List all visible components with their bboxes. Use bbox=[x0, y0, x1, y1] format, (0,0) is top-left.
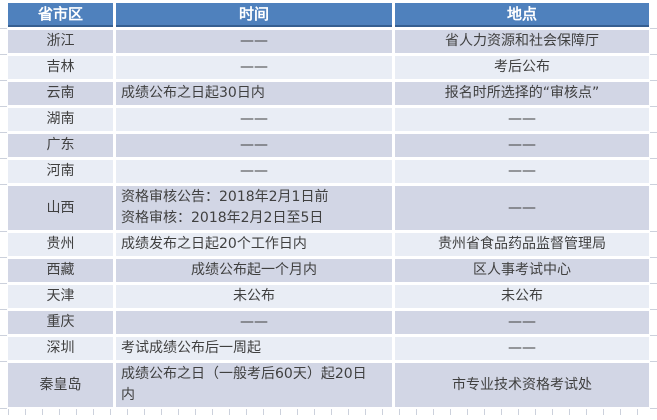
grid-tick bbox=[650, 335, 657, 336]
region-cell: 天津 bbox=[8, 285, 113, 308]
time-cell: 成绩公布起一个月内 bbox=[116, 259, 392, 282]
place-cell: —— bbox=[395, 337, 649, 360]
region-cell: 重庆 bbox=[8, 311, 113, 334]
place-cell: —— bbox=[395, 311, 649, 334]
region-cell: 吉林 bbox=[8, 56, 113, 79]
column-header-time: 时间 bbox=[116, 3, 392, 27]
place-cell: 贵州省食品药品监督管理局 bbox=[395, 233, 649, 256]
place-cell: 报名时所选择的“审核点” bbox=[395, 82, 649, 105]
time-cell: —— bbox=[116, 134, 392, 157]
region-cell: 山西 bbox=[8, 186, 113, 230]
grid-tick bbox=[650, 408, 657, 409]
grid-tick bbox=[0, 309, 7, 310]
region-cell: 秦皇岛 bbox=[8, 363, 113, 407]
region-cell: 云南 bbox=[8, 82, 113, 105]
region-cell: 贵州 bbox=[8, 233, 113, 256]
time-cell: 考试成绩公布后一周起 bbox=[116, 337, 392, 360]
region-cell: 深圳 bbox=[8, 337, 113, 360]
grid-tick bbox=[650, 132, 657, 133]
region-cell: 河南 bbox=[8, 160, 113, 183]
grid-tick bbox=[0, 54, 7, 55]
time-cell: 成绩发布之日起20个工作日内 bbox=[116, 233, 392, 256]
grid-tick bbox=[650, 54, 657, 55]
grid-tick bbox=[0, 257, 7, 258]
column-header-place: 地点 bbox=[395, 3, 649, 27]
grid-tick bbox=[0, 28, 7, 29]
time-cell: —— bbox=[116, 108, 392, 131]
grid-tick bbox=[0, 106, 7, 107]
time-cell: 成绩公布之日起30日内 bbox=[116, 82, 392, 105]
grid-tick bbox=[0, 158, 7, 159]
grid-tick bbox=[650, 80, 657, 81]
grid-tick bbox=[650, 158, 657, 159]
place-cell: 市专业技术资格考试处 bbox=[395, 363, 649, 407]
place-cell: 未公布 bbox=[395, 285, 649, 308]
place-cell: 省人力资源和社会保障厅 bbox=[395, 30, 649, 53]
region-cell: 湖南 bbox=[8, 108, 113, 131]
column-header-region: 省市区 bbox=[8, 3, 113, 27]
grid-tick bbox=[0, 335, 7, 336]
grid-tick bbox=[650, 106, 657, 107]
grid-tick bbox=[650, 283, 657, 284]
time-cell: 未公布 bbox=[116, 285, 392, 308]
qualification-review-table: 省市区 时间 地点 浙江 —— 省人力资源和社会保障厅 吉林 —— 考后公布 云南 成绩公布之… bbox=[8, 3, 649, 407]
grid-tick bbox=[650, 309, 657, 310]
grid-ticks-bottom bbox=[8, 409, 649, 415]
region-cell: 浙江 bbox=[8, 30, 113, 53]
grid-tick bbox=[650, 28, 657, 29]
time-cell: —— bbox=[116, 160, 392, 183]
grid-tick bbox=[650, 184, 657, 185]
grid-tick bbox=[650, 257, 657, 258]
place-cell: —— bbox=[395, 160, 649, 183]
time-cell: 成绩公布之日（一般考后60天）起20日内 bbox=[116, 363, 392, 407]
region-cell: 广东 bbox=[8, 134, 113, 157]
grid-tick bbox=[0, 80, 7, 81]
time-cell: —— bbox=[116, 30, 392, 53]
place-cell: —— bbox=[395, 186, 649, 230]
grid-tick bbox=[0, 184, 7, 185]
time-cell: 资格审核公告：2018年2月1日前 资格审核：2018年2月2日至5日 bbox=[116, 186, 392, 230]
grid-tick bbox=[650, 361, 657, 362]
place-cell: 考后公布 bbox=[395, 56, 649, 79]
place-cell: 区人事考试中心 bbox=[395, 259, 649, 282]
place-cell: —— bbox=[395, 108, 649, 131]
place-cell: —— bbox=[395, 134, 649, 157]
region-cell: 西藏 bbox=[8, 259, 113, 282]
grid-tick bbox=[650, 231, 657, 232]
time-cell: —— bbox=[116, 311, 392, 334]
time-cell: —— bbox=[116, 56, 392, 79]
grid-tick bbox=[0, 231, 7, 232]
grid-tick bbox=[0, 361, 7, 362]
grid-tick bbox=[0, 283, 7, 284]
grid-tick bbox=[0, 408, 7, 409]
grid-tick bbox=[0, 132, 7, 133]
